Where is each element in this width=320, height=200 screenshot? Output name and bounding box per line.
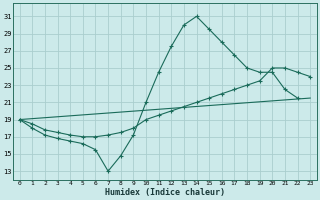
X-axis label: Humidex (Indice chaleur): Humidex (Indice chaleur) <box>105 188 225 197</box>
